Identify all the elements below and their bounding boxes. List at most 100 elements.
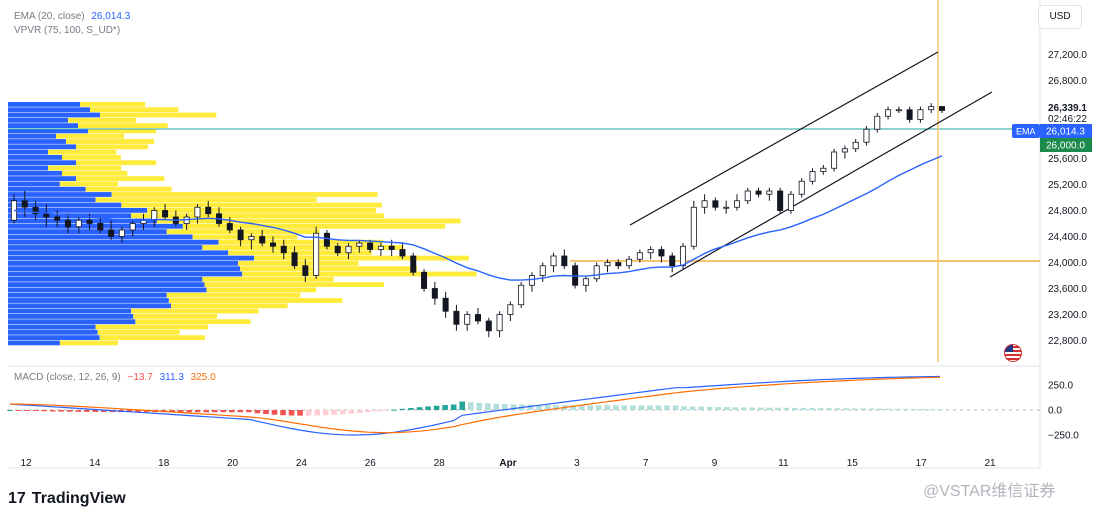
macd-histogram-bar [271, 410, 278, 415]
vpvr-up-bar [8, 208, 148, 213]
watermark: @VSTAR维信证券 [923, 483, 1056, 500]
vpvr-down-bar [238, 261, 359, 266]
vpvr-down-bar [76, 176, 165, 181]
candle-body [356, 242, 363, 247]
time-tick-label: 17 [916, 458, 928, 469]
macd-histogram-bar [450, 404, 457, 410]
candle-body [874, 115, 881, 130]
macd-histogram-bar [220, 410, 227, 413]
candle-body [345, 245, 352, 254]
macd-histogram-bar [24, 410, 30, 411]
currency-button[interactable]: USD [1038, 5, 1082, 29]
candle-body [636, 252, 643, 260]
vpvr-legend-label: VPVR (75, 100, S_UD*) [14, 25, 121, 36]
macd-histogram-bar [339, 410, 346, 415]
macd-legend[interactable]: MACD (close, 12, 26, 9) −13.7 311.3 325.… [14, 371, 216, 384]
vpvr-up-bar [8, 149, 48, 155]
tradingview-logo-icon: 17 [8, 490, 26, 507]
vpvr-up-bar [8, 165, 48, 171]
ema-legend[interactable]: EMA (20, close) 26,014.3 [14, 10, 130, 23]
vpvr-down-bar [171, 303, 288, 309]
candle-body [809, 171, 816, 182]
vpvr-up-bar [8, 250, 229, 256]
vpvr-down-bar [59, 181, 119, 187]
macd-histogram-bar [792, 407, 798, 410]
vpvr-up-bar [8, 160, 76, 166]
ema-tag-label: EMA [1016, 127, 1036, 137]
vpvr-down-bar [121, 202, 382, 208]
macd-histogram-bar [681, 406, 687, 410]
vpvr-down-bar [97, 329, 180, 335]
candle-body [539, 265, 546, 276]
macd-histogram-bar [570, 405, 576, 410]
macd-histogram-bar [66, 410, 73, 412]
macd-histogram-bar [101, 410, 107, 413]
macd-histogram-bar [920, 409, 926, 411]
macd-histogram-bar [314, 410, 320, 416]
price-axis[interactable]: 27,200.0 26,800.0 25,600.0 25,200.0 24,800.0… [1012, 50, 1092, 442]
candle-body [194, 206, 201, 218]
macd-histogram-bar [578, 405, 585, 410]
tradingview-logo[interactable]: 17 TradingView [8, 488, 126, 510]
candle-body [507, 304, 514, 315]
vpvr-up-bar [8, 324, 96, 330]
candle-body [787, 193, 794, 211]
vpvr-down-bar [111, 192, 378, 197]
candle-body [604, 262, 611, 267]
candle-body [895, 109, 902, 112]
candle-body [820, 167, 827, 172]
us-flag-icon[interactable] [1004, 344, 1022, 362]
vpvr-down-bar [85, 186, 172, 192]
volume-profile [8, 102, 477, 346]
macd-histogram-bar [365, 410, 372, 413]
time-tick-label: 9 [712, 458, 718, 469]
vpvr-up-bar [8, 107, 90, 113]
macd-histogram-bar [211, 410, 218, 413]
vpvr-legend[interactable]: VPVR (75, 100, S_UD*) [14, 24, 120, 37]
vpvr-up-bar [8, 202, 122, 208]
vpvr-up-bar [8, 117, 68, 123]
macd-histogram-bar [877, 408, 884, 410]
macd-histogram-bar [621, 405, 628, 410]
macd-tick-label: 0.0 [1048, 406, 1062, 417]
candle-body [680, 245, 687, 267]
vpvr-down-bar [48, 165, 122, 171]
vpvr-up-bar [8, 102, 80, 107]
candle-body [755, 190, 762, 195]
vpvr-up-bar [8, 298, 169, 303]
macd-histogram-bar [254, 410, 261, 414]
candle-body [690, 206, 697, 247]
vpvr-up-bar [8, 282, 205, 287]
macd-histogram-bar [32, 410, 39, 412]
vpvr-down-bar [168, 298, 343, 303]
macd-histogram-bar [399, 408, 406, 410]
vpvr-down-bar [62, 170, 128, 176]
candle-body [162, 210, 169, 218]
candle-body [593, 265, 600, 280]
vpvr-up-bar [8, 276, 203, 282]
vpvr-down-bar [204, 282, 385, 287]
vpvr-down-bar [182, 223, 446, 229]
vpvr-down-bar [133, 314, 218, 319]
vpvr-down-bar [131, 308, 259, 314]
candle-body [86, 219, 93, 224]
candle-body [421, 271, 428, 289]
macd-histogram-bar [937, 409, 943, 411]
tradingview-logo-text: TradingView [31, 490, 126, 507]
candle-body [485, 320, 492, 332]
vpvr-up-bar [8, 223, 183, 229]
macd-histogram-bar [143, 410, 150, 413]
candle-body [841, 148, 848, 153]
vpvr-down-bar [228, 250, 372, 256]
vpvr-down-bar [100, 112, 217, 118]
macd-histogram-bar [476, 402, 483, 410]
time-axis[interactable]: 12 14 18 20 24 26 28 Apr 3 7 9 11 15 17 21 [20, 458, 996, 469]
vpvr-down-bar [90, 107, 179, 113]
vpvr-up-bar [8, 128, 88, 134]
vpvr-up-bar [8, 340, 60, 346]
macd-histogram-bar [612, 405, 619, 410]
candle-body [399, 249, 406, 257]
macd-histogram-bar [484, 403, 491, 410]
